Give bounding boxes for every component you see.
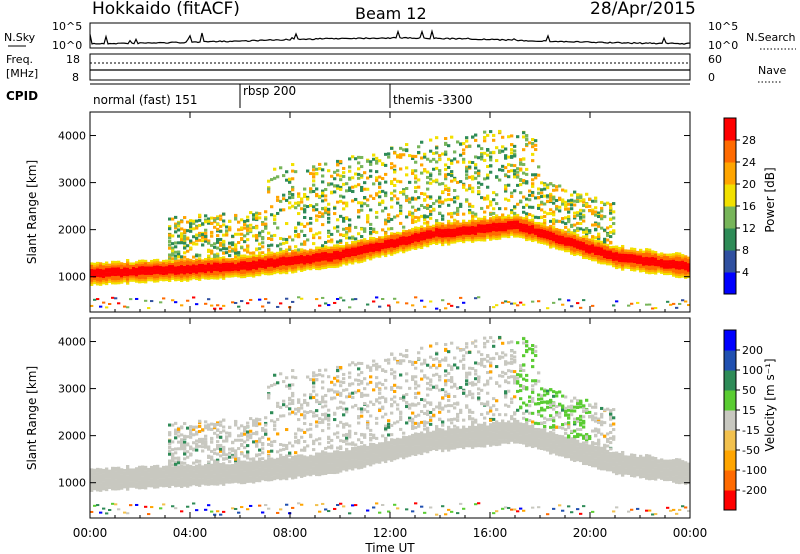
- cpid-segment-label: themis -3300: [393, 93, 473, 107]
- noise-sky-line: [89, 29, 690, 45]
- velocity-ylabel: Slant Range [km]: [25, 366, 39, 470]
- y-tick-label: 4000: [58, 130, 86, 143]
- velocity-y-axis: 1000 2000 3000 4000: [58, 336, 690, 490]
- velocity-colorbar: 200 100 50 15 -15 -50 -100 -200: [723, 329, 767, 511]
- cpid-segment-label: rbsp 200: [243, 84, 296, 98]
- colorbar-swatch: [724, 450, 736, 471]
- colorbar-tick-label: 12: [742, 222, 756, 235]
- colorbar-swatch: [724, 206, 736, 229]
- velocity-data: [90, 335, 691, 516]
- power-colorbar-label: Power [dB]: [763, 167, 777, 232]
- colorbar-tick-label: 16: [742, 200, 756, 213]
- colorbar-tick-label: -50: [742, 444, 760, 457]
- date-title: 28/Apr/2015: [590, 0, 696, 19]
- colorbar-swatch: [724, 162, 736, 185]
- colorbar-swatch: [724, 228, 736, 251]
- colorbar-swatch: [724, 118, 736, 141]
- nave-label: Nave: [758, 64, 786, 77]
- colorbar-tick-label: 15: [742, 404, 756, 417]
- colorbar-swatch: [724, 430, 736, 451]
- y-tick-label: 2000: [58, 224, 86, 237]
- colorbar-swatch: [724, 410, 736, 431]
- noise-tick-bottom-right: 10^0: [708, 39, 738, 52]
- cpid-segment-label: normal (fast) 151: [93, 93, 197, 107]
- colorbar-swatch: [724, 390, 736, 411]
- x-tick-label: 08:00: [273, 526, 308, 540]
- colorbar-swatch: [724, 370, 736, 391]
- colorbar-swatch: [724, 330, 736, 351]
- freq-tick-bottom: 8: [72, 71, 79, 84]
- noise-right-label: N.Search: [746, 31, 796, 44]
- noise-tick-bottom-left: 10^0: [52, 39, 82, 52]
- x-tick-label: 00:00: [673, 526, 708, 540]
- colorbar-tick-label: 50: [742, 384, 756, 397]
- noise-tick-top-left: 10^5: [52, 20, 82, 33]
- cpid-panel: CPID normal (fast) 151 rbsp 200 themis -33…: [6, 83, 690, 108]
- nave-tick-top: 60: [708, 53, 722, 66]
- colorbar-tick-label: 28: [742, 134, 756, 147]
- colorbar-swatch: [724, 470, 736, 491]
- power-colorbar: 28 24 20 16 12 8 4: [723, 117, 756, 295]
- colorbar-swatch: [724, 490, 736, 511]
- nave-tick-bottom: 0: [708, 71, 715, 84]
- y-tick-label: 1000: [58, 477, 86, 490]
- y-tick-label: 3000: [58, 177, 86, 190]
- colorbar-tick-label: -200: [742, 484, 767, 497]
- colorbar-tick-label: 4: [742, 266, 749, 279]
- power-data: [90, 129, 691, 310]
- colorbar-swatch: [724, 350, 736, 371]
- beam-title: Beam 12: [355, 4, 427, 23]
- colorbar-tick-label: -100: [742, 464, 767, 477]
- colorbar-swatch: [724, 250, 736, 273]
- x-tick-label: 00:00: [73, 526, 108, 540]
- y-tick-label: 4000: [58, 336, 86, 349]
- y-tick-label: 2000: [58, 430, 86, 443]
- velocity-panel: 1000 2000 3000 4000 Slant Range [km] 200 100…: [25, 317, 777, 519]
- y-tick-label: 1000: [58, 271, 86, 284]
- freq-label-line1: Freq.: [6, 53, 33, 66]
- x-tick-label: 04:00: [173, 526, 208, 540]
- velocity-colorbar-label: Velocity [m s⁻¹]: [763, 358, 777, 451]
- power-y-axis: 1000 2000 3000 4000: [58, 130, 690, 284]
- y-tick-label: 3000: [58, 383, 86, 396]
- frequency-panel: Freq. [MHz] 18 8 60 0 Nave: [6, 53, 786, 84]
- colorbar-tick-label: 20: [742, 178, 756, 191]
- freq-label-line2: [MHz]: [6, 67, 38, 80]
- colorbar-tick-label: 8: [742, 244, 749, 257]
- colorbar-tick-label: 100: [742, 364, 763, 377]
- colorbar-swatch: [724, 140, 736, 163]
- x-tick-label: 16:00: [473, 526, 508, 540]
- power-panel: 1000 2000 3000 4000 Slant Range [km] 28 24 20…: [25, 111, 777, 313]
- x-tick-label: 12:00: [373, 526, 408, 540]
- colorbar-swatch: [724, 184, 736, 207]
- colorbar-swatch: [724, 272, 736, 295]
- noise-tick-top-right: 10^5: [708, 20, 738, 33]
- freq-tick-top: 18: [66, 53, 80, 66]
- station-title: Hokkaido (fitACF): [92, 0, 240, 19]
- colorbar-tick-label: 200: [742, 344, 763, 357]
- time-x-axis: 00:00 04:00 08:00 12:00 16:00 20:00 00:00: [73, 112, 708, 540]
- noise-left-label: N.Sky: [4, 31, 36, 44]
- x-tick-label: 20:00: [573, 526, 608, 540]
- cpid-label: CPID: [6, 89, 38, 103]
- colorbar-tick-label: -15: [742, 424, 760, 437]
- colorbar-tick-label: 24: [742, 156, 756, 169]
- power-ylabel: Slant Range [km]: [25, 160, 39, 264]
- noise-panel: N.Sky N.Search 10^5 10^0 10^5 10^0: [4, 20, 796, 52]
- x-axis-label: Time UT: [364, 541, 415, 554]
